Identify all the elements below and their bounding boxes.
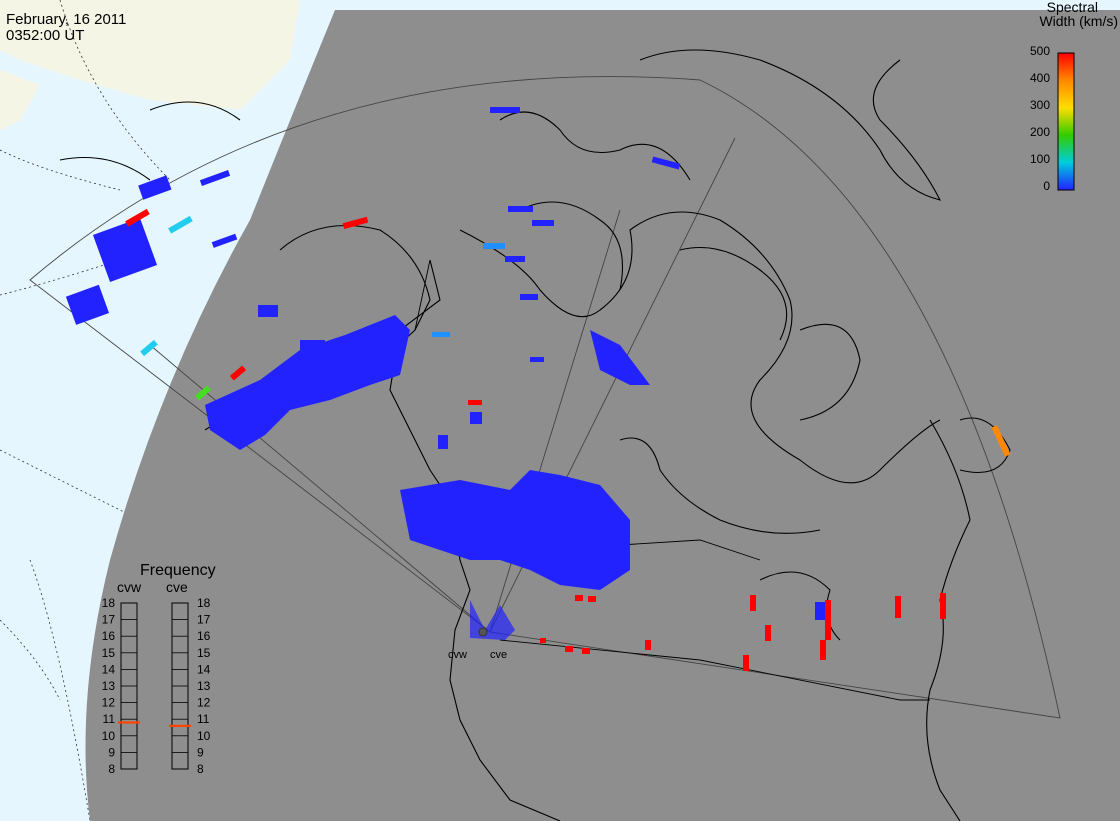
freq-tick-right-18: 18	[197, 596, 211, 610]
freq-tick-right-14: 14	[197, 662, 211, 676]
date-label: February, 16 2011	[6, 11, 126, 28]
freq-tick-left-11: 11	[103, 712, 116, 726]
freq-tick-right-9: 9	[197, 745, 204, 759]
echo-patch-orange	[991, 425, 1011, 457]
time-label: 0352:00 UT	[6, 27, 84, 44]
site-label-cve: cve	[490, 649, 507, 661]
colorbar-ramp	[1057, 52, 1075, 191]
land-day-alaska	[0, 0, 300, 110]
colorbar-tick-200: 200	[1030, 125, 1050, 139]
freq-tick-left-8: 8	[108, 762, 115, 776]
freq-tick-right-11: 11	[197, 712, 210, 726]
colorbar-legend: Spectral Width (km/s) 500 400 300 200 10…	[1030, 0, 1118, 193]
site-label-cvw: cvw	[448, 649, 467, 661]
colorbar-tick-300: 300	[1030, 98, 1050, 112]
echo-patches-north	[342, 107, 681, 449]
land-day-siberia	[0, 70, 40, 130]
echo-patches-west	[65, 170, 247, 401]
radar-site-cluster	[470, 600, 515, 640]
colorbar-tick-500: 500	[1030, 44, 1050, 58]
frequency-title: Frequency	[140, 562, 216, 579]
freq-tick-left-18: 18	[102, 596, 116, 610]
colorbar-tick-400: 400	[1030, 71, 1050, 85]
echo-cluster-central	[400, 330, 650, 590]
freq-tick-left-15: 15	[102, 646, 116, 660]
echo-patch-lakes	[815, 602, 825, 620]
freq-tick-left-9: 9	[108, 745, 115, 759]
freq-tick-right-17: 17	[197, 613, 211, 627]
freq-radar-cve: cve	[166, 579, 188, 595]
freq-tick-right-10: 10	[197, 729, 211, 743]
colorbar-title-line2: Width (km/s)	[1039, 13, 1118, 29]
night-region	[85, 10, 1120, 821]
freq-tick-left-14: 14	[102, 662, 116, 676]
colorbar-tick-100: 100	[1030, 152, 1050, 166]
frequency-scale: 18 18 17 17 16 16 15 15 14 14 13 13 12 12 11 11 10 10 9 9 8 8	[102, 596, 211, 776]
freq-tick-right-12: 12	[197, 696, 211, 710]
frequency-panel: Frequency cvw cve 18 18 17 17 16 16 15 15 14 14 13…	[102, 562, 216, 776]
freq-tick-right-13: 13	[197, 679, 211, 693]
freq-tick-left-17: 17	[102, 613, 116, 627]
colorbar-title-line1: Spectral	[1047, 0, 1098, 15]
echo-patches-east-red	[540, 593, 946, 671]
freq-tick-left-13: 13	[102, 679, 116, 693]
freq-tick-right-16: 16	[197, 629, 211, 643]
freq-tick-left-10: 10	[102, 729, 116, 743]
freq-tick-right-8: 8	[197, 762, 204, 776]
fov-outline	[29, 76, 1061, 719]
echo-cluster-alaska	[205, 305, 410, 450]
freq-tick-right-15: 15	[197, 646, 211, 660]
freq-tick-left-16: 16	[102, 629, 116, 643]
freq-tick-left-12: 12	[102, 696, 116, 710]
freq-radar-cvw: cvw	[117, 579, 142, 595]
colorbar-tick-0: 0	[1043, 179, 1050, 193]
